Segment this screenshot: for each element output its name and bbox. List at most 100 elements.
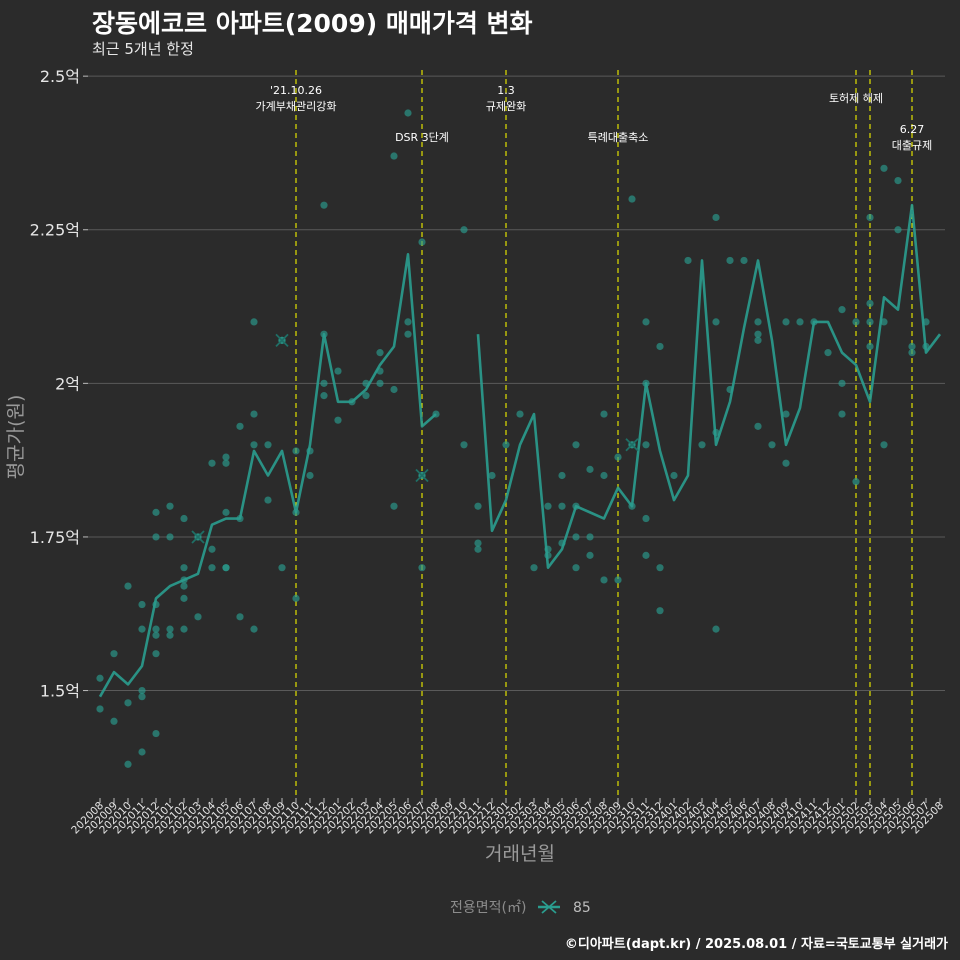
transaction-point [236, 613, 244, 621]
transaction-point [124, 699, 132, 707]
transaction-point [838, 379, 846, 387]
transaction-point [194, 613, 202, 621]
transaction-point [600, 410, 608, 418]
transaction-point [152, 508, 160, 516]
transaction-point [712, 625, 720, 633]
y-tick-label: 2억 [55, 374, 80, 393]
y-tick-label: 2.5억 [40, 67, 80, 86]
transaction-point [418, 564, 426, 572]
transaction-point [600, 471, 608, 480]
transaction-point [908, 349, 916, 357]
transaction-point [306, 471, 314, 480]
transaction-point [656, 342, 664, 351]
grid-layer [88, 75, 945, 692]
transaction-point [740, 256, 748, 265]
transaction-point [152, 631, 160, 639]
transaction-point [866, 342, 874, 351]
transaction-point [96, 705, 104, 713]
series-line-85 [98, 253, 437, 698]
transaction-point [796, 318, 804, 326]
transaction-point [250, 625, 258, 633]
transaction-point [236, 422, 244, 430]
transaction-point [502, 441, 510, 449]
event-label-date: '21.10.26 [270, 84, 322, 97]
transaction-point [768, 441, 776, 449]
source-caption: ©디아파트(dapt.kr) / 2025.08.01 / 자료=국토교통부 실… [564, 937, 948, 952]
transaction-point [152, 533, 160, 541]
transaction-point [250, 318, 258, 326]
transaction-point [838, 306, 846, 314]
transaction-point [180, 514, 188, 523]
transaction-point [516, 410, 524, 418]
y-tick-label: 1.75억 [30, 528, 80, 547]
transaction-point [334, 416, 342, 424]
transaction-point [404, 330, 412, 338]
transaction-point [278, 564, 286, 572]
transaction-point [852, 318, 860, 326]
event-label: 가계부채관리강화 [256, 100, 337, 113]
transaction-point [152, 729, 160, 738]
transaction-point [782, 459, 790, 467]
transaction-point [138, 600, 146, 609]
transaction-point [530, 564, 538, 572]
transaction-point [614, 576, 622, 584]
y-axis: 1.5억 1.75억 2억 2.25억 2.5억 [30, 67, 88, 701]
transaction-point [180, 582, 188, 590]
transaction-point [138, 693, 146, 701]
transaction-point [824, 349, 832, 357]
transaction-point [320, 392, 328, 400]
series-line-85 [476, 203, 942, 569]
transaction-point [656, 607, 664, 615]
transaction-point [376, 379, 384, 387]
transaction-point [222, 453, 230, 461]
transaction-point [138, 748, 146, 756]
transaction-point [264, 441, 272, 449]
transaction-point [628, 195, 636, 203]
transaction-point [460, 226, 468, 234]
transaction-point [390, 385, 398, 394]
transaction-point [138, 686, 146, 695]
transaction-point [474, 502, 482, 510]
transaction-point [320, 201, 328, 209]
transaction-point [166, 502, 174, 510]
cancelled-x-icon [275, 333, 289, 347]
transaction-point [726, 256, 734, 265]
transaction-point [180, 625, 188, 633]
transaction-point [614, 453, 622, 461]
transaction-point [292, 447, 300, 455]
transaction-point [222, 459, 230, 467]
transaction-point [334, 367, 342, 375]
transaction-point [222, 508, 230, 516]
y-axis-label: 평균가(원) [5, 395, 27, 480]
transaction-point [656, 564, 664, 572]
transaction-point [362, 392, 370, 400]
cancelled-marks [191, 333, 639, 544]
transaction-point [642, 551, 650, 559]
y-tick-label: 1.5억 [40, 682, 80, 701]
cancelled-x-icon [415, 468, 429, 483]
transaction-point [894, 176, 902, 185]
transaction-point [880, 441, 888, 449]
chart-title: 장동에코르 아파트(2009) 매매가격 변화 [92, 9, 533, 38]
transaction-point [124, 760, 132, 768]
transaction-point [586, 551, 594, 559]
transaction-point [600, 576, 608, 584]
average-line [98, 203, 942, 698]
transaction-point [404, 109, 412, 117]
transaction-point [110, 650, 118, 658]
transaction-point [208, 459, 216, 467]
transaction-point [586, 465, 594, 473]
x-axis: 2020082020092020102020112020122021012021… [69, 798, 946, 836]
transaction-point [250, 441, 258, 449]
transaction-point [460, 441, 468, 449]
legend-entry: 85 [573, 900, 591, 916]
transaction-point [712, 213, 720, 222]
transaction-point [208, 564, 216, 572]
event-label: 대출규제 [892, 139, 932, 152]
transaction-point [880, 164, 888, 172]
transaction-point [250, 410, 258, 418]
transaction-point [208, 545, 216, 553]
transaction-point [376, 349, 384, 357]
transaction-point [754, 318, 762, 326]
